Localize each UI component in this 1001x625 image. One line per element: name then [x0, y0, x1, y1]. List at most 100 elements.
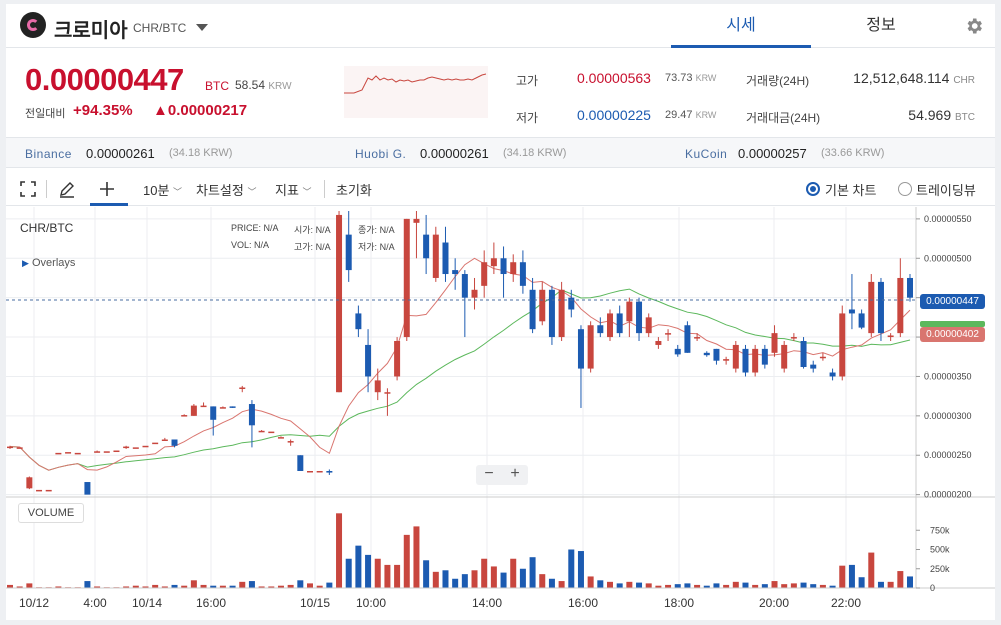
candle-body [548, 289, 555, 338]
candle-body [771, 333, 778, 353]
tab-sise[interactable]: 시세 [671, 4, 811, 48]
zoom-out-button[interactable]: − [484, 465, 494, 482]
volume-bar [345, 558, 352, 588]
vol-tick-label: 0 [930, 583, 935, 593]
volume-bar [490, 566, 497, 588]
x-tick-label: 4:00 [83, 596, 107, 610]
tab-info[interactable]: 정보 [866, 17, 896, 34]
price-chart[interactable]: 0.000005500.000005000.000004500.00000400… [6, 207, 995, 620]
ohlc-close: 종가: N/A [358, 225, 395, 235]
coin-logo-icon [20, 12, 46, 38]
volume-bar [868, 552, 875, 588]
volume-bar [568, 549, 575, 588]
candle-body [723, 359, 730, 361]
volume-bar [384, 564, 391, 588]
exchange-prices: Binance 0.00000261 (34.18 KRW) Huobi G. … [6, 138, 995, 168]
candle-body [229, 406, 236, 408]
ma-fast-line [9, 257, 911, 471]
candle-body [645, 317, 652, 334]
chart-pair-label: CHR/BTC [20, 221, 74, 235]
volume-bar [268, 586, 275, 588]
volume-bar [819, 584, 826, 588]
volume-bar [781, 584, 788, 588]
zoom-in-button[interactable]: + [510, 465, 520, 482]
volume-bar [365, 554, 372, 588]
candle-body [684, 325, 691, 353]
volume-bar [442, 570, 449, 588]
exchange-huobi-name[interactable]: Huobi G. [355, 147, 407, 161]
radio-basic-chart-label[interactable]: 기본 차트 [825, 183, 877, 198]
candle-body [490, 258, 497, 267]
pencil-icon[interactable] [58, 180, 76, 198]
volume-bar [219, 585, 226, 588]
mini-sparkline [344, 66, 488, 118]
volume-bar [510, 558, 517, 588]
volume-bar [394, 564, 401, 588]
moving-averages [9, 257, 911, 471]
exchange-binance-name[interactable]: Binance [25, 147, 72, 161]
candle-body [907, 277, 913, 298]
chart-canvas[interactable]: 0.000005500.000005000.000004500.00000400… [6, 207, 995, 620]
chart-settings-menu[interactable]: 차트설정 ﹀ [196, 183, 257, 198]
radio-tradingview[interactable] [898, 182, 912, 196]
candle-body [152, 442, 159, 445]
radio-tradingview-label[interactable]: 트레이딩뷰 [916, 183, 976, 198]
high-price: 0.00000563 [577, 70, 651, 86]
candle-body [510, 262, 517, 275]
volume-bar [558, 581, 565, 588]
high-label: 고가 [516, 74, 539, 88]
volume-bar [210, 585, 217, 588]
candle-body [316, 471, 323, 473]
indicators-menu[interactable]: 지표 ﹀ [275, 183, 312, 198]
ohlc-high: 고가: N/A [294, 242, 331, 252]
reset-button[interactable]: 초기화 [336, 183, 372, 198]
volume-value: 12,512,648.114 CHR [853, 70, 975, 86]
exchange-kucoin-name[interactable]: KuCoin [685, 147, 728, 161]
candle-body [394, 341, 401, 377]
volume-bar [636, 582, 643, 588]
volume-bar [761, 584, 768, 588]
low-price: 0.00000225 [577, 107, 651, 123]
crosshair-icon[interactable] [98, 180, 116, 198]
candle-body [287, 441, 294, 443]
overlays-toggle[interactable]: ▶ Overlays [22, 257, 76, 269]
volume-bar [858, 577, 865, 588]
volume-bar [423, 560, 430, 588]
x-tick-label: 14:00 [472, 596, 502, 610]
volume-bar [229, 585, 236, 588]
volume-bar [190, 580, 197, 588]
radio-basic-chart[interactable] [806, 182, 820, 196]
candle-body [200, 405, 207, 408]
candles [7, 211, 913, 495]
candle-body [761, 348, 768, 365]
candle-body [210, 406, 217, 420]
exchange-huobi-price: 0.00000261 [420, 146, 489, 161]
candle-body [336, 214, 343, 393]
volume-bar [84, 581, 91, 588]
fullscreen-icon[interactable] [19, 180, 37, 198]
ohlc-volume: VOL: N/A [231, 240, 270, 250]
volume-bar [548, 578, 555, 588]
volume-bar [248, 581, 255, 588]
interval-select[interactable]: 10분 ﹀ [143, 183, 183, 198]
candle-body [7, 446, 13, 449]
x-tick-label: 10/15 [300, 596, 330, 610]
candle-body [829, 372, 836, 377]
volume-bar [287, 584, 294, 588]
candle-body [248, 404, 255, 426]
gear-icon[interactable] [964, 16, 984, 36]
current-price-unit: BTC [205, 79, 229, 93]
volume-bar [336, 513, 343, 588]
x-tick-label: 18:00 [664, 596, 694, 610]
candle-body [113, 450, 120, 453]
candle-body [171, 439, 178, 446]
volume-bar [452, 578, 459, 588]
app-window: 크로미아 CHR/BTC 시세 정보 0.00000447 BTC 58.54 … [6, 4, 995, 620]
exchange-huobi-krw: (34.18 KRW) [503, 147, 567, 159]
volume-bar [752, 584, 759, 588]
candle-body [345, 234, 352, 271]
candle-body [868, 281, 875, 334]
volume-bar [703, 585, 710, 588]
x-tick-label: 10/12 [19, 596, 49, 610]
chevron-down-icon[interactable] [196, 24, 208, 31]
